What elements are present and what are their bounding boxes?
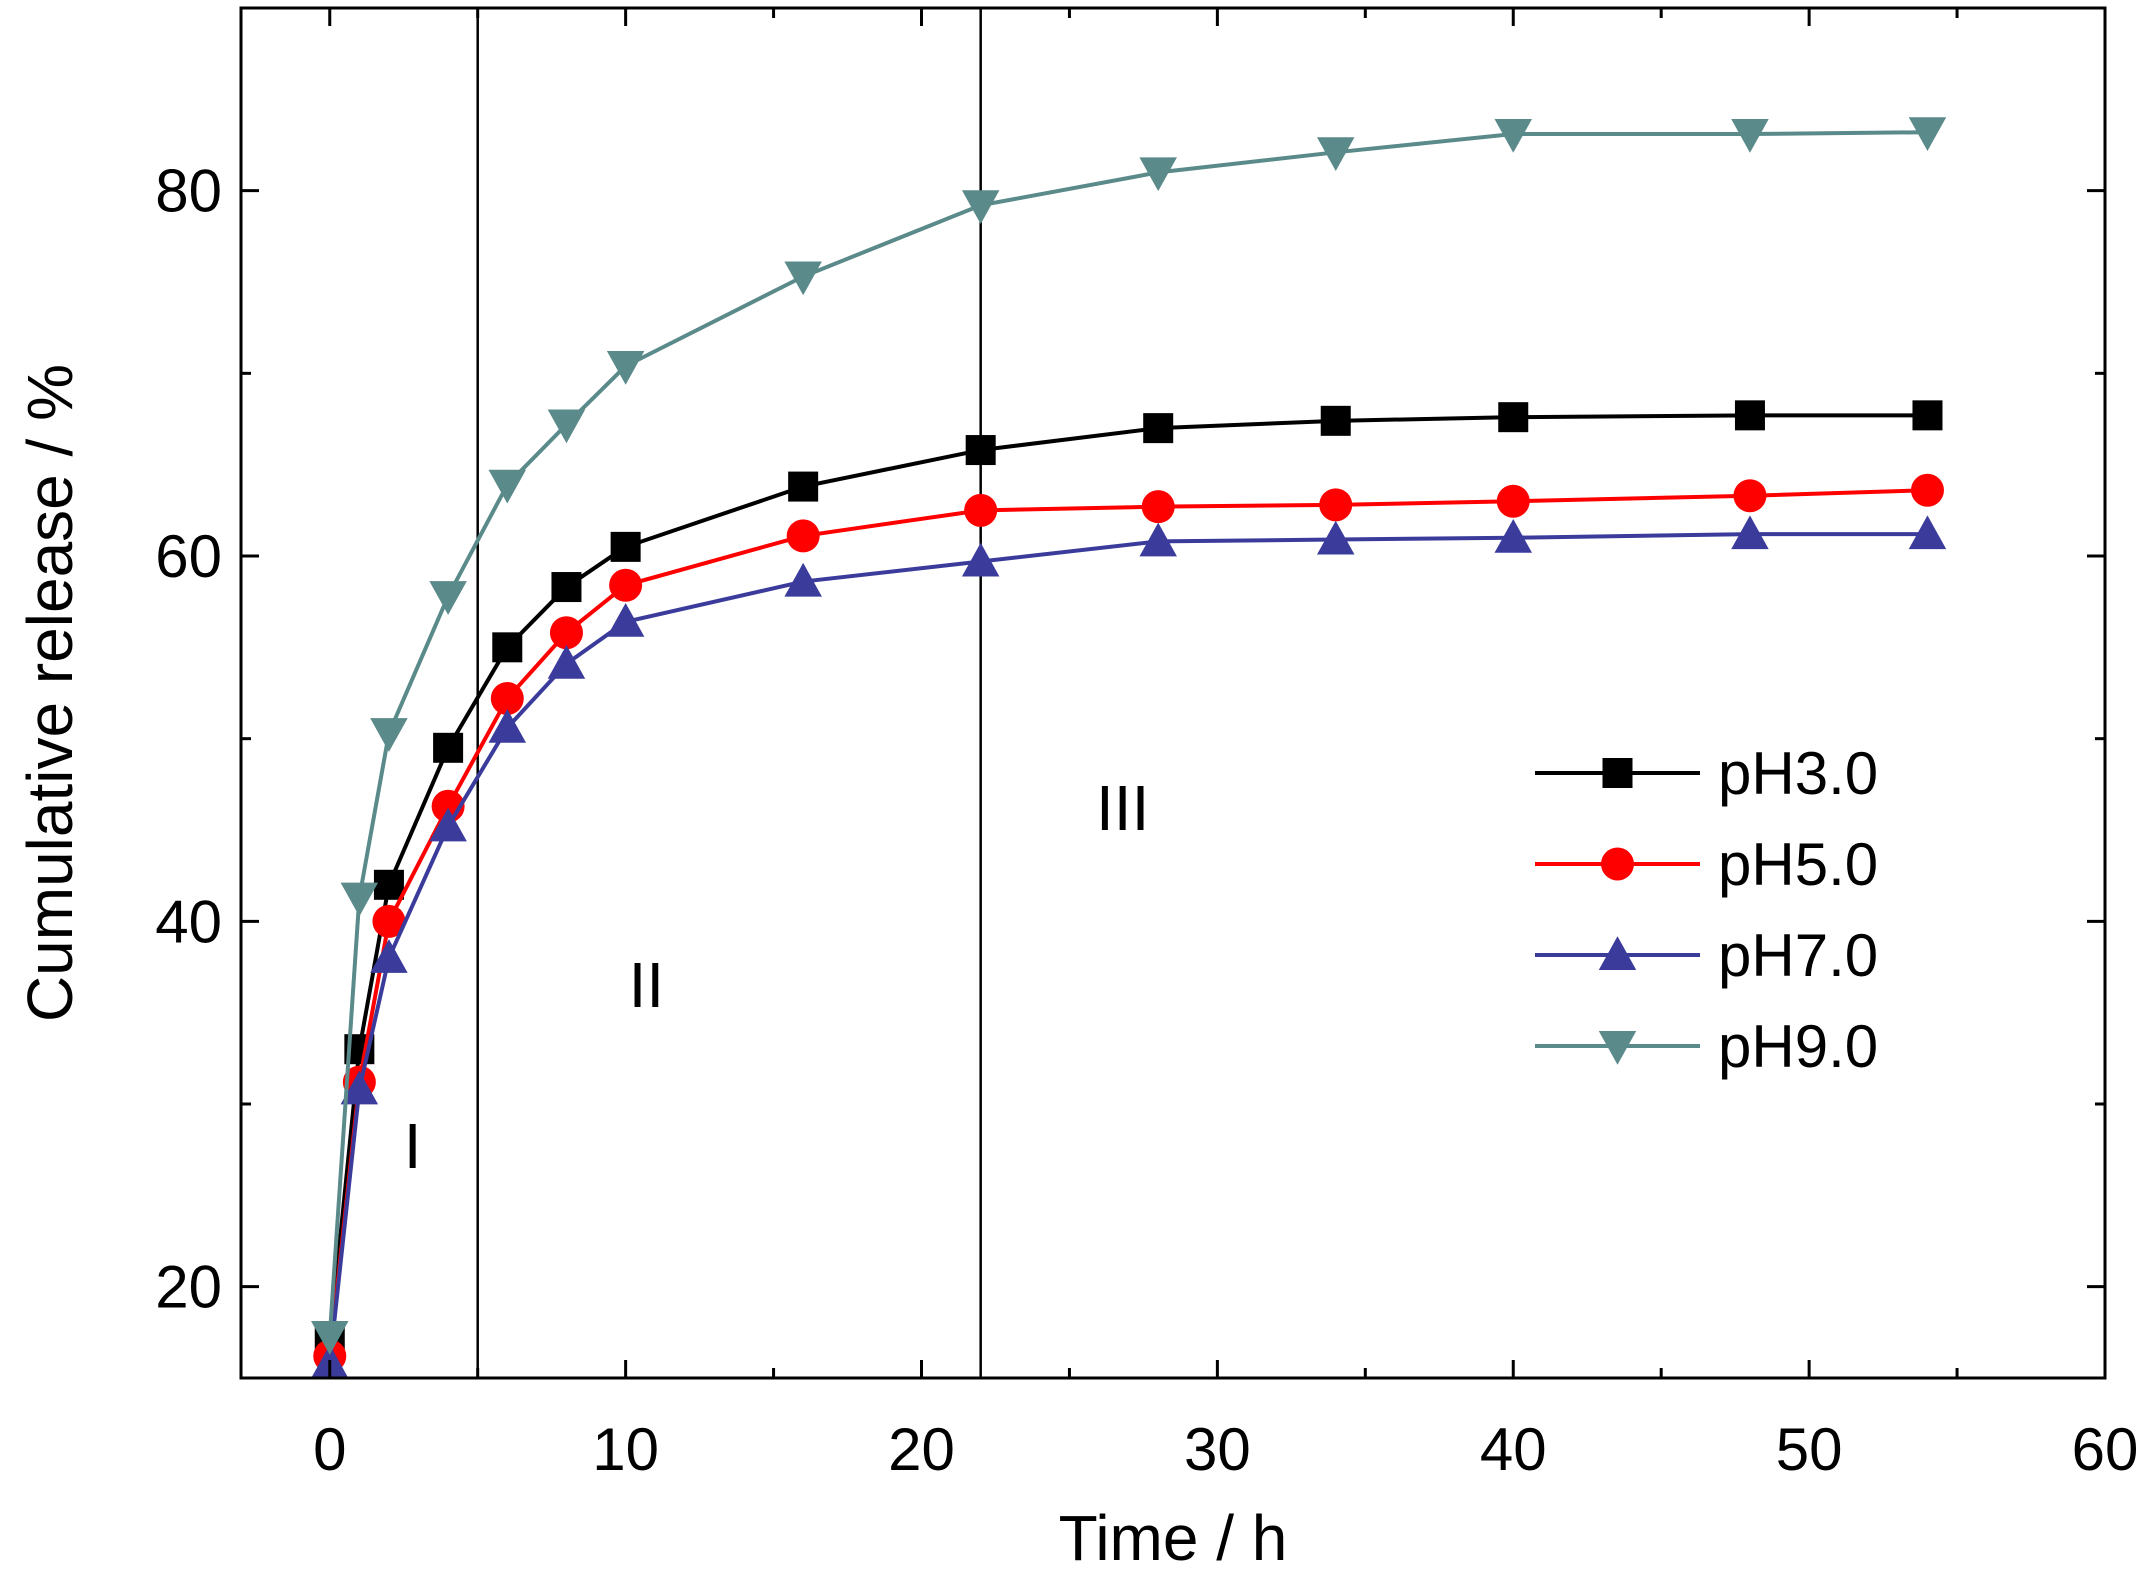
x-tick-label: 40 — [1480, 1416, 1547, 1483]
data-point — [492, 632, 523, 663]
data-point — [606, 603, 645, 637]
data-point — [1912, 400, 1943, 431]
legend: pH3.0 pH5.0 pH7.0 pH9.0 — [1535, 740, 1878, 1080]
data-point — [1139, 522, 1177, 557]
data-point — [551, 572, 582, 603]
data-point — [311, 1320, 349, 1355]
region-label: II — [629, 949, 665, 1021]
legend-item: pH7.0 — [1535, 922, 1878, 989]
legend-item: pH5.0 — [1535, 831, 1878, 898]
series-pH5.0 — [313, 473, 1944, 1373]
legend-marker — [1601, 847, 1634, 881]
data-point — [547, 409, 586, 444]
series-pH7.0 — [311, 515, 1947, 1379]
data-point — [1316, 520, 1355, 555]
series-line — [327, 532, 1928, 1364]
data-point — [1494, 119, 1533, 153]
series-line — [327, 130, 1928, 1337]
data-point — [961, 190, 1000, 225]
data-point — [1496, 484, 1530, 518]
data-point — [609, 568, 643, 602]
data-point — [788, 471, 819, 502]
data-point — [965, 435, 996, 466]
data-point — [340, 1070, 379, 1105]
data-point — [429, 807, 467, 842]
data-point — [373, 869, 404, 900]
data-point — [1910, 473, 1944, 507]
y-axis-title: Cumulative release / % — [14, 364, 86, 1022]
region-label: I — [404, 1110, 422, 1182]
data-point — [433, 732, 464, 763]
series-pH9.0 — [311, 117, 1947, 1355]
data-point — [961, 542, 1000, 577]
y-tick-label: 80 — [155, 158, 222, 225]
region-label: III — [1096, 772, 1149, 844]
data-point — [786, 519, 820, 553]
data-point — [1498, 402, 1529, 433]
data-point — [1141, 490, 1175, 524]
legend-item: pH3.0 — [1535, 740, 1878, 807]
y-tick-label: 60 — [155, 523, 222, 590]
data-point — [1908, 117, 1947, 151]
data-point — [488, 708, 527, 743]
data-point — [340, 882, 379, 917]
data-point — [1734, 400, 1765, 431]
data-point — [606, 351, 645, 385]
x-tick-label: 50 — [1776, 1416, 1843, 1483]
data-point — [370, 939, 408, 973]
data-point — [964, 493, 998, 527]
legend-marker — [1598, 1031, 1637, 1065]
data-point — [1143, 413, 1174, 444]
data-point — [488, 469, 527, 504]
data-point — [1494, 518, 1533, 553]
legend-label: pH9.0 — [1718, 1013, 1878, 1080]
legend-label: pH3.0 — [1718, 740, 1878, 807]
series-line — [327, 488, 1928, 1357]
data-point — [1908, 515, 1947, 550]
data-point — [1733, 479, 1767, 513]
x-axis-title: Time / h — [1059, 1502, 1288, 1571]
y-tick-label: 40 — [155, 888, 222, 955]
data-point — [429, 581, 467, 615]
x-tick-label: 10 — [592, 1416, 659, 1483]
data-point — [610, 531, 641, 562]
plot-frame — [239, 6, 2107, 1380]
series-line — [327, 413, 1928, 1342]
legend-label: pH7.0 — [1718, 922, 1878, 989]
data-point — [784, 562, 822, 597]
x-tick-label: 60 — [2072, 1416, 2139, 1483]
data-point — [370, 718, 408, 752]
legend-marker — [1598, 936, 1637, 970]
data-point — [547, 645, 586, 679]
x-tick-label: 20 — [888, 1416, 955, 1483]
data-point — [372, 904, 406, 938]
series-layer — [311, 117, 1947, 1379]
data-point — [784, 261, 822, 296]
data-point — [1316, 137, 1355, 172]
legend-item: pH9.0 — [1535, 1013, 1878, 1080]
data-point — [1139, 157, 1177, 192]
region-dividers — [476, 8, 982, 1378]
data-point — [1731, 515, 1769, 550]
legend-label: pH5.0 — [1718, 831, 1878, 898]
y-tick-label: 20 — [155, 1254, 222, 1321]
data-point — [490, 681, 524, 715]
data-point — [1319, 488, 1353, 522]
data-point — [1320, 405, 1351, 436]
x-tick-label: 0 — [313, 1416, 346, 1483]
x-tick-label: 30 — [1184, 1416, 1251, 1483]
data-point — [549, 616, 583, 650]
data-point — [1731, 119, 1769, 153]
legend-marker — [1602, 758, 1633, 788]
axes: 0 10 20 30 40 50 60 20 40 60 80 — [155, 6, 2139, 1483]
